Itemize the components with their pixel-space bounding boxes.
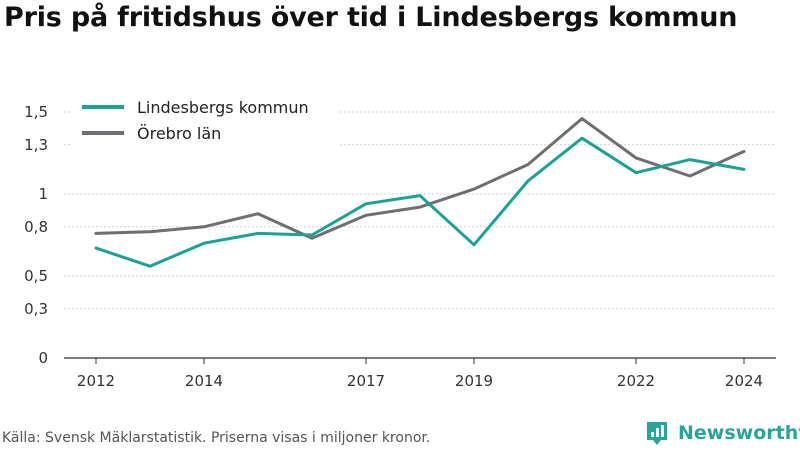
chart-legend: Lindesbergs kommun Örebro län [70, 92, 338, 154]
y-tick-label: 1,3 [24, 136, 48, 154]
gridlines [64, 111, 776, 310]
x-tick-label: 2014 [185, 372, 223, 390]
x-tick-label: 2024 [725, 372, 763, 390]
legend-background [70, 92, 338, 154]
x-tick-label: 2022 [617, 372, 655, 390]
y-tick-label: 0,3 [24, 300, 48, 318]
y-tick-label: 0,5 [24, 267, 48, 285]
newsworthy-logo-text: Newsworthy [678, 422, 800, 444]
series-line [94, 136, 746, 268]
source-note: Källa: Svensk Mäklarstatistik. Priserna … [2, 430, 431, 446]
newsworthy-logo-icon [647, 422, 667, 445]
legend-label: Lindesbergs kommun [137, 98, 309, 117]
y-tick-label: 1 [38, 185, 48, 203]
x-axis: 2012 2014 2017 2019 2022 2024 [64, 357, 776, 390]
x-tick-label: 2019 [455, 372, 493, 390]
newsworthy-logo: Newsworthy [644, 420, 800, 446]
x-tick-label: 2017 [347, 372, 385, 390]
line-chart: 00,30,50,811,31,5 2012 2014 2017 2019 2022 20… [24, 92, 776, 390]
y-tick-label: 1,5 [24, 103, 48, 121]
y-axis-ticks: 0 0,3 0,5 0,8 1 1,3 1,5 [24, 103, 48, 367]
y-tick-label: 0,8 [24, 218, 48, 236]
series-lines [94, 117, 746, 268]
page-title: Pris på fritidshus över tid i Lindesberg… [4, 2, 738, 33]
series-line [94, 117, 746, 240]
legend-label: Örebro län [137, 124, 221, 143]
x-tick-label: 2012 [77, 372, 115, 390]
y-tick-label: 0 [38, 349, 48, 367]
